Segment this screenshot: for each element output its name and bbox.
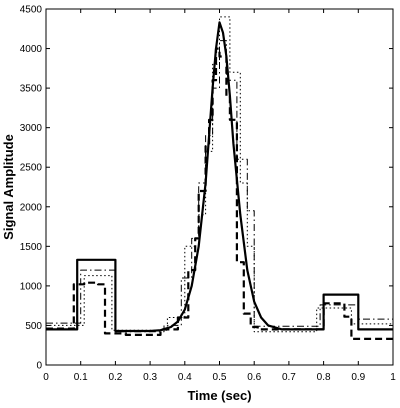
- series-line-3: [46, 40, 393, 333]
- y-tick-label: 1500: [20, 242, 43, 253]
- series-line-2: [46, 47, 393, 340]
- x-tick-label: 0.4: [178, 372, 192, 383]
- y-tick-label: 500: [25, 321, 42, 332]
- y-tick-label: 3000: [20, 123, 43, 134]
- y-tick-label: 4500: [20, 5, 43, 16]
- y-tick-label: 1000: [20, 281, 43, 292]
- x-tick-label: 0.9: [351, 372, 365, 383]
- x-tick-label: 0.8: [317, 372, 331, 383]
- y-tick-label: 0: [36, 361, 42, 372]
- y-tick-label: 4000: [20, 44, 43, 55]
- x-tick-label: 0.6: [247, 372, 261, 383]
- x-tick-label: 0.7: [282, 372, 296, 383]
- x-tick-label: 0.1: [74, 372, 88, 383]
- y-tick-label: 2500: [20, 163, 43, 174]
- y-tick-label: 3500: [20, 84, 43, 95]
- series-line-1: [46, 21, 393, 333]
- series-line-4: [46, 16, 393, 333]
- x-axis-ticks: 0 0.1 0.2 0.3 0.4 0.5 0.6 0.7 0.8 0.9 1: [43, 9, 396, 383]
- x-tick-label: 0: [43, 372, 49, 383]
- x-tick-label: 0.2: [108, 372, 122, 383]
- x-tick-label: 0.3: [143, 372, 157, 383]
- series-group: [46, 16, 393, 340]
- x-tick-label: 1: [390, 372, 396, 383]
- y-tick-label: 2000: [20, 202, 43, 213]
- x-axis-label: Time (sec): [187, 388, 251, 403]
- y-axis-ticks: 0 500 1000 1500 2000 2500 3000 3500 4000 4500: [20, 5, 393, 372]
- x-tick-label: 0.5: [213, 372, 227, 383]
- y-axis-label: Signal Amplitude: [1, 134, 16, 240]
